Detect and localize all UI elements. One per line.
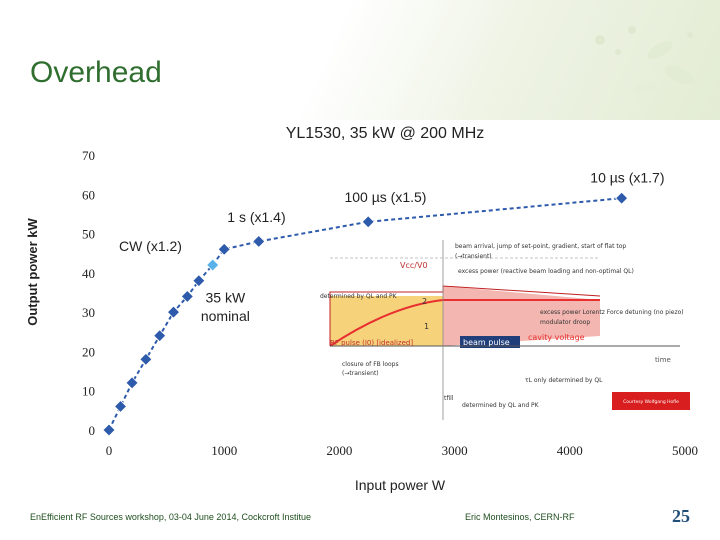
y-axis-label: Output power kW bbox=[25, 217, 40, 325]
inset-label-tfill: tfill bbox=[444, 395, 454, 402]
chart-title: YL1530, 35 kW @ 200 MHz bbox=[286, 125, 485, 142]
inset-label-beam-pulse: beam pulse bbox=[463, 338, 510, 347]
inset-label-cavity-voltage: cavity voltage bbox=[528, 333, 585, 342]
inset-note-lorentz: excess power Lorentz Force detuning (no … bbox=[540, 309, 684, 316]
inset-note-transient-top: (→transient) bbox=[455, 253, 492, 260]
x-axis-label: Input power W bbox=[355, 477, 446, 493]
data-point-marker bbox=[139, 352, 153, 366]
inset-note-determined-bottom: determined by QL and PK bbox=[462, 402, 540, 409]
data-point-marker bbox=[361, 215, 375, 229]
data-point-marker bbox=[166, 305, 181, 319]
data-point-marker bbox=[113, 399, 128, 413]
y-tick-label: 70 bbox=[82, 148, 95, 163]
inset-note-tau: τL only determined by QL bbox=[525, 377, 603, 384]
inset-note-closure-transient: (→transient) bbox=[342, 370, 379, 377]
inset-beam-pulse-bar bbox=[460, 336, 520, 348]
decorative-leaves-icon bbox=[595, 26, 695, 94]
inset-label-source: Courtesy Wolfgang Hofle bbox=[623, 399, 679, 405]
y-tick-label: 30 bbox=[82, 305, 95, 320]
inset-note-modulator: modulator droop bbox=[540, 319, 590, 326]
point-annotation: 1 s (x1.4) bbox=[227, 209, 285, 225]
inset-label-time: time bbox=[655, 356, 671, 364]
y-tick-label: 60 bbox=[82, 187, 95, 202]
data-point-marker bbox=[180, 289, 194, 303]
y-tick-label: 0 bbox=[89, 423, 96, 438]
inset-note-closure-fb: closure of FB loops bbox=[342, 361, 399, 368]
point-annotation: 10 µs (x1.7) bbox=[590, 170, 664, 186]
y-tick-label: 50 bbox=[82, 227, 95, 242]
footer-author: Eric Montesinos, CERN-RF bbox=[465, 512, 575, 522]
inset-label-vcc: Vcc/V0 bbox=[400, 261, 428, 270]
footer-workshop: EnEfficient RF Sources workshop, 03-04 J… bbox=[30, 512, 311, 522]
point-annotation: nominal bbox=[201, 308, 250, 324]
inset-yellow-area bbox=[330, 296, 443, 346]
inset-note-beam-arrival: beam arrival, jump of set-point, gradien… bbox=[455, 243, 626, 250]
inset-note-determined-top: determined by QL and PK bbox=[320, 293, 398, 300]
x-tick-label: 0 bbox=[106, 443, 113, 458]
inset-label-rf-pulse: RF pulse (I0) [idealized] bbox=[330, 339, 413, 347]
inset-label-1: 1 bbox=[424, 322, 429, 331]
x-tick-label: 2000 bbox=[326, 443, 352, 458]
inset-label-2: 2 bbox=[422, 297, 427, 306]
x-tick-label: 1000 bbox=[211, 443, 237, 458]
inset-note-excess-beam: excess power (reactive beam loading and … bbox=[458, 268, 634, 275]
y-tick-label: 20 bbox=[82, 344, 95, 359]
data-point-marker bbox=[153, 329, 167, 343]
x-tick-label: 5000 bbox=[672, 443, 698, 458]
x-tick-label: 3000 bbox=[442, 443, 468, 458]
inset-diagram: Vcc/V0 beam arrival, jump of set-point, … bbox=[320, 240, 690, 420]
point-annotation: CW (x1.2) bbox=[119, 238, 182, 254]
inset-cavity-voltage-curve bbox=[329, 299, 600, 347]
data-point-marker bbox=[206, 258, 220, 272]
page-number: 25 bbox=[672, 506, 690, 526]
y-tick-label: 40 bbox=[82, 266, 95, 281]
inset-source-badge bbox=[612, 392, 690, 410]
point-annotation: 35 kW bbox=[206, 289, 246, 305]
point-annotation: 100 µs (x1.5) bbox=[344, 189, 426, 205]
data-point-marker bbox=[125, 376, 139, 390]
title-band bbox=[0, 0, 720, 120]
slide-title: Overhead bbox=[30, 56, 162, 89]
data-point-marker bbox=[252, 234, 266, 248]
data-point-marker bbox=[615, 191, 629, 205]
y-tick-label: 10 bbox=[82, 384, 95, 399]
data-point-marker bbox=[192, 274, 206, 288]
data-point-marker bbox=[217, 242, 231, 256]
x-tick-label: 4000 bbox=[557, 443, 583, 458]
data-point-marker bbox=[102, 423, 116, 437]
